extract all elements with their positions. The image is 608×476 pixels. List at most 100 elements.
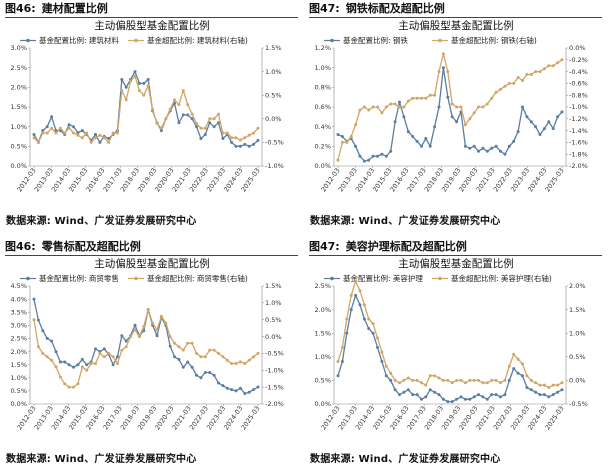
data-point [107, 140, 111, 144]
data-point [481, 105, 485, 109]
data-point [41, 129, 45, 133]
data-point [67, 385, 71, 389]
y-tick-label-left: 0.8% [314, 84, 331, 92]
data-point [507, 378, 511, 382]
data-point [446, 95, 450, 99]
data-point [116, 355, 119, 359]
data-point [499, 395, 502, 399]
data-point [472, 395, 476, 399]
data-point [336, 133, 340, 136]
data-point [450, 400, 454, 404]
data-point [380, 350, 384, 354]
data-point [556, 115, 560, 119]
data-point [195, 122, 198, 125]
legend-entry: 基金配置比例: 钢铁 [343, 35, 408, 45]
data-point [437, 376, 441, 380]
data-point [455, 397, 459, 401]
legend-marker [134, 38, 138, 43]
data-point [221, 355, 225, 359]
data-point [521, 374, 524, 378]
y-tick-label-right: 0.0% [265, 333, 282, 341]
data-point [420, 397, 423, 401]
data-point [159, 126, 163, 130]
data-point [459, 105, 463, 109]
data-point [85, 368, 89, 372]
data-point [525, 386, 529, 389]
data-point [76, 382, 80, 386]
data-point [190, 341, 194, 345]
data-point [76, 133, 80, 137]
data-point [168, 107, 172, 111]
data-point [349, 135, 353, 138]
data-point [468, 146, 472, 150]
data-point [446, 400, 450, 404]
y-tick-label-left: 1.0% [10, 374, 27, 382]
data-point [485, 397, 489, 401]
data-point [516, 76, 520, 79]
y-tick-label-right: -0.5% [569, 400, 588, 408]
data-point [411, 378, 415, 382]
data-point [411, 96, 415, 100]
data-point [507, 144, 511, 148]
data-point [54, 350, 58, 354]
data-point [107, 351, 111, 355]
data-point [72, 365, 75, 369]
y-tick-label-left: 2.5% [10, 64, 27, 72]
data-point [164, 117, 168, 121]
panel-building-materials: 图46: 建材配置比例 主动偏股型基金配置比例 基金配置比例: 建筑材料 基金超配比例… [0, 0, 304, 238]
data-point [380, 152, 384, 156]
legend-entry: 基金配置比例: 商贸零售 [39, 273, 119, 283]
data-point [433, 390, 437, 394]
data-point [556, 390, 560, 394]
y-tick-label-left: 2.5% [314, 282, 331, 290]
y-tick-label-right: 1.5% [265, 44, 282, 52]
data-point [398, 100, 401, 104]
data-point [221, 384, 225, 388]
data-point [98, 133, 102, 137]
data-point [406, 376, 410, 380]
data-point [472, 111, 476, 115]
data-point [398, 381, 401, 385]
data-point [247, 144, 251, 148]
data-point [376, 345, 379, 349]
data-point [477, 393, 480, 397]
data-point [234, 389, 238, 393]
data-point [516, 371, 520, 375]
data-source: 数据来源: Wind、广发证券发展研究中心 [310, 216, 501, 227]
data-point [367, 317, 371, 321]
data-point [225, 131, 229, 135]
data-point [534, 125, 538, 129]
data-point [116, 131, 119, 135]
data-point [380, 360, 384, 363]
data-point [354, 293, 358, 297]
data-point [181, 348, 185, 352]
data-point [80, 136, 84, 140]
data-point [133, 328, 137, 332]
figure-title: 零售标配及超配比例 [41, 240, 141, 253]
chart-legend: 基金配置比例: 商贸零售 基金超配比例: 商贸零售(右轴) [20, 273, 248, 283]
data-point [494, 90, 498, 94]
data-point [542, 393, 546, 397]
figure-title: 钢铁标配及超配比例 [345, 2, 445, 15]
data-point [120, 334, 124, 338]
data-point [415, 378, 419, 382]
data-point [477, 149, 480, 153]
data-point [256, 138, 260, 142]
data-point [490, 393, 494, 397]
data-point [129, 79, 133, 83]
data-point [111, 131, 115, 135]
data-point [190, 112, 194, 116]
y-tick-label-right: -1.8% [569, 150, 588, 158]
data-point [58, 126, 62, 130]
y-tick-label-left: 2.0% [10, 348, 27, 356]
data-point [349, 308, 353, 312]
data-point [124, 98, 128, 102]
data-point [111, 355, 115, 359]
data-point [446, 378, 450, 382]
data-point [551, 383, 555, 387]
data-point [199, 376, 203, 380]
legend-entry: 基金配置比例: 美容护理 [343, 273, 423, 283]
data-point [411, 393, 415, 397]
data-point [238, 144, 242, 148]
y-tick-label-right: 0.5% [265, 316, 282, 324]
